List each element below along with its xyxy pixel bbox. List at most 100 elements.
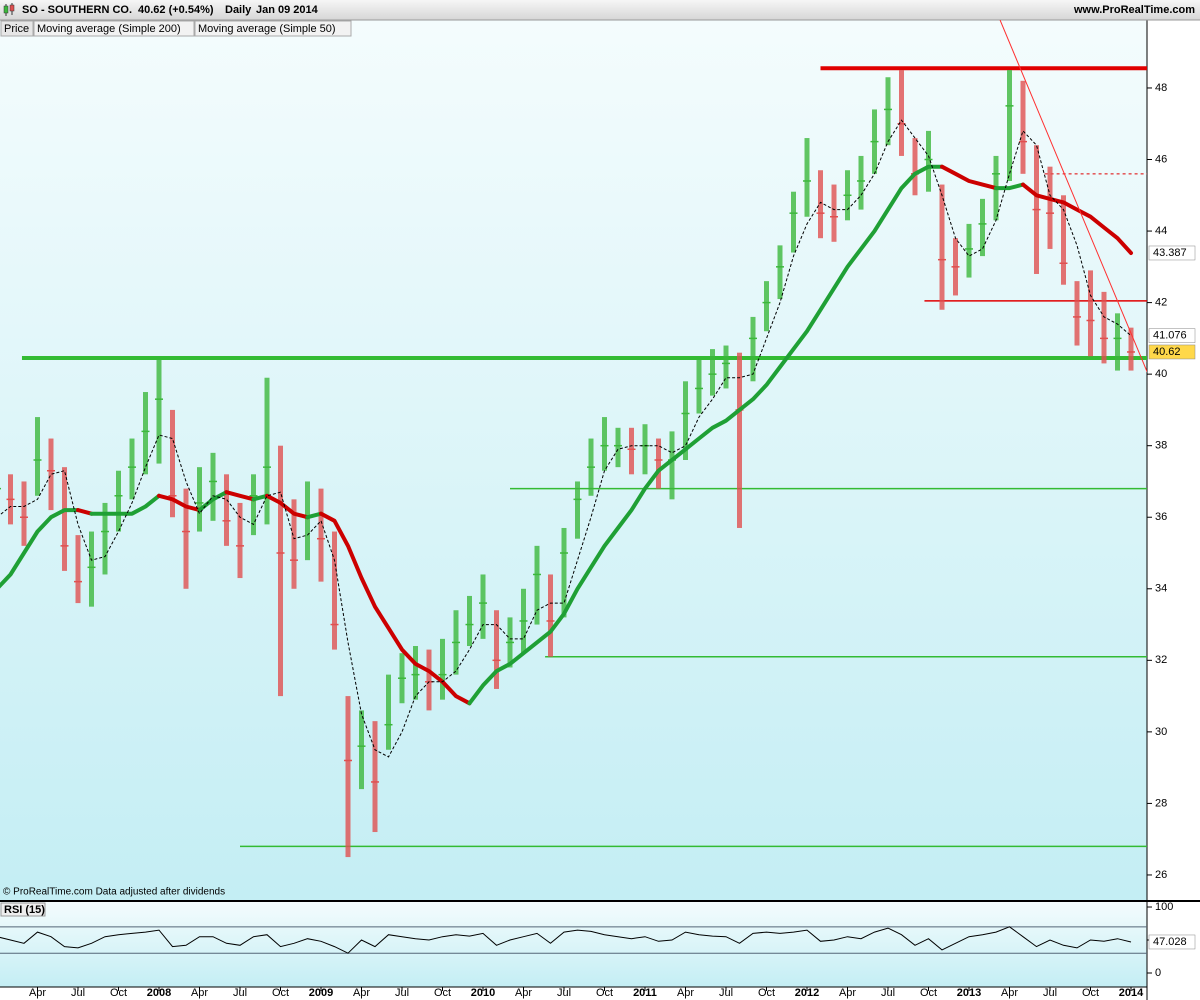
price-range — [291, 499, 297, 589]
rsi-plot — [0, 926, 1147, 954]
last-value-label: 40.62 — [1153, 346, 1181, 358]
legend-box — [0, 20, 34, 37]
x-tick-label: Apr — [677, 987, 694, 999]
y-tick-label: 28 — [1155, 797, 1167, 809]
y-tick-label: 38 — [1155, 440, 1167, 452]
x-tick-label: Apr — [353, 987, 370, 999]
price-range — [615, 427, 621, 468]
price-range — [359, 710, 364, 790]
price-range — [737, 352, 742, 528]
header-bar — [0, 0, 1200, 20]
x-tick-label: Jul — [395, 987, 409, 999]
trendline — [999, 20, 1147, 373]
x-tick-label: Apr — [191, 987, 208, 999]
price-range — [210, 452, 216, 521]
price-range — [777, 245, 783, 300]
price-range — [116, 470, 121, 532]
legend-item[interactable]: Price — [4, 23, 29, 35]
rsi-title: RSI (15) — [4, 904, 45, 916]
y-tick-label: 26 — [1155, 869, 1167, 881]
y-tick-label: 30 — [1155, 726, 1167, 738]
price-range — [197, 467, 202, 532]
price-range — [480, 574, 486, 639]
price-range — [669, 431, 675, 500]
date: Jan 09 2014 — [256, 4, 319, 16]
price-range — [723, 345, 729, 389]
y-tick-label: 100 — [1155, 901, 1173, 913]
price-range — [278, 445, 283, 697]
price-range — [1007, 70, 1012, 181]
x-tick-label: Apr — [1001, 987, 1018, 999]
price-range — [143, 392, 148, 475]
x-tick-label: Apr — [515, 987, 532, 999]
price-range — [89, 531, 94, 607]
moving-average — [319, 511, 472, 706]
last-value-box — [1148, 344, 1196, 360]
y-tick-label: 36 — [1155, 511, 1167, 523]
legend-item[interactable]: Moving average (Simple 50) — [198, 23, 336, 35]
y-tick-label: 40 — [1155, 368, 1167, 380]
last-value-box — [1148, 328, 1196, 343]
price-range — [305, 481, 310, 561]
price-range — [764, 281, 769, 332]
legend-box — [194, 20, 352, 37]
price-range — [966, 223, 972, 278]
moving-average — [0, 119, 1132, 758]
x-tick-label: Jul — [233, 987, 247, 999]
price-range — [899, 70, 904, 156]
price-range — [467, 595, 472, 647]
price-range — [35, 417, 40, 496]
price-range — [980, 198, 985, 257]
moving-average — [265, 493, 310, 520]
price-range — [1074, 281, 1080, 346]
price-range — [224, 474, 229, 546]
price-range — [237, 502, 243, 579]
moving-average — [157, 493, 202, 513]
x-tick-label: Oct — [110, 987, 127, 999]
price-range — [710, 349, 715, 396]
legend-item[interactable]: Moving average (Simple 200) — [37, 23, 181, 35]
price-range — [48, 438, 54, 511]
price-pane — [0, 20, 1147, 900]
price-range — [629, 427, 634, 475]
legend-box — [33, 20, 195, 37]
price-range — [885, 77, 891, 146]
price-range — [1088, 270, 1093, 357]
source: www.ProRealTime.com — [1073, 4, 1195, 16]
price-range — [804, 138, 810, 217]
price-range — [548, 574, 553, 657]
frequency: Daily — [225, 4, 252, 16]
axes: 262830323436384042444648050100AprJulOct2… — [29, 82, 1196, 999]
y-tick-label: 46 — [1155, 153, 1167, 165]
price-range — [683, 381, 688, 460]
chart-subtitle: 40.62 (+0.54%) — [138, 4, 214, 16]
x-tick-label: 2012 — [795, 987, 819, 999]
price-range — [345, 696, 351, 858]
price-range — [440, 638, 445, 700]
price-range — [750, 316, 756, 382]
price-range — [1128, 327, 1134, 371]
price-range — [1020, 80, 1026, 174]
x-tick-label: Oct — [434, 987, 451, 999]
x-tick-label: Jul — [719, 987, 733, 999]
x-tick-label: 2013 — [957, 987, 981, 999]
x-tick-label: Apr — [839, 987, 856, 999]
price-range — [332, 531, 337, 650]
x-tick-label: 2011 — [633, 987, 657, 999]
moving-average — [467, 164, 944, 706]
y-tick-label: 34 — [1155, 583, 1167, 595]
price-range — [696, 359, 702, 414]
moving-average — [251, 493, 269, 502]
price-range — [413, 646, 418, 700]
price-range — [1115, 313, 1120, 371]
price-plot — [0, 20, 1147, 858]
x-tick-label: 2014 — [1119, 987, 1144, 999]
price-range — [926, 130, 931, 192]
moving-average — [0, 508, 80, 589]
price-range — [575, 481, 580, 539]
price-range — [602, 417, 607, 471]
last-value-label: 43.387 — [1153, 247, 1187, 259]
price-range — [1047, 166, 1053, 249]
price-range — [494, 610, 499, 689]
price-range — [858, 155, 864, 210]
